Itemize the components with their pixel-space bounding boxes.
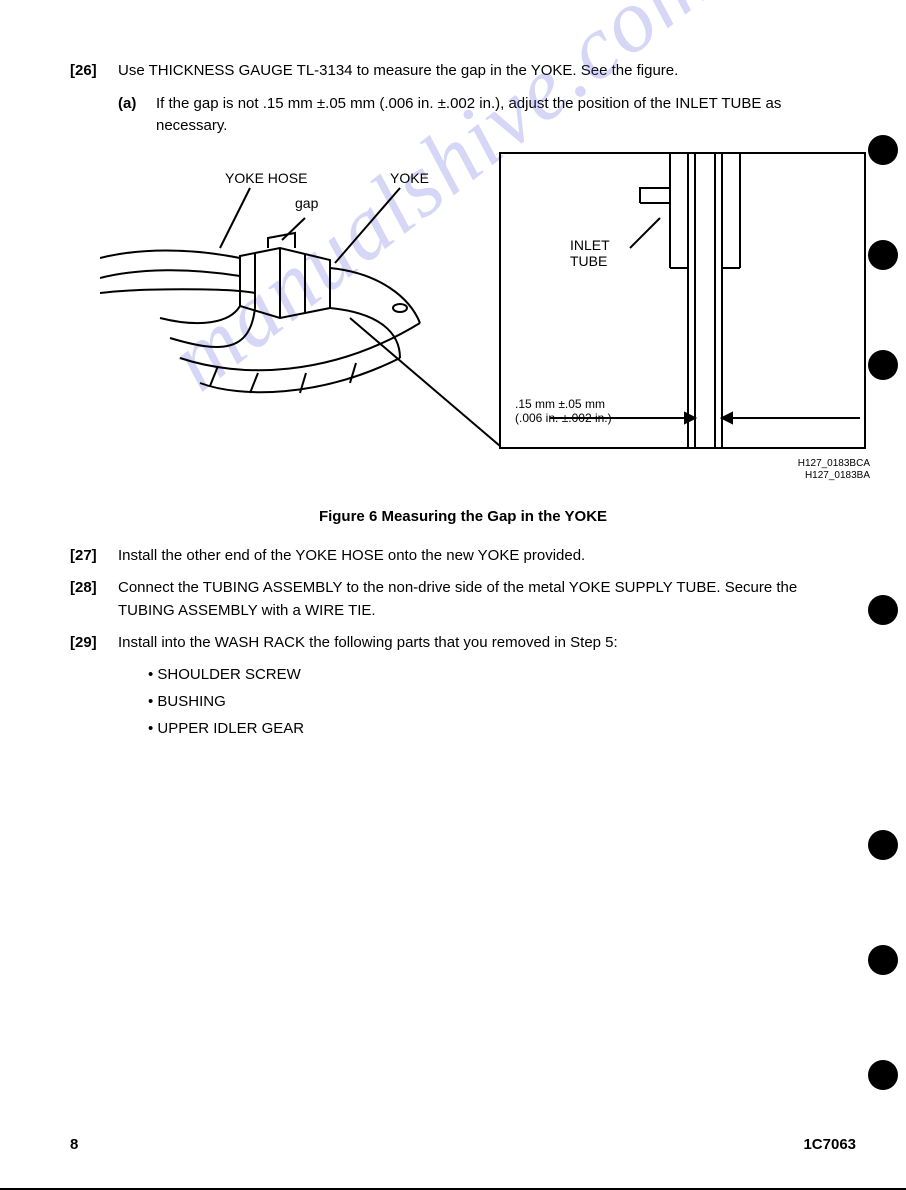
figure-id-1: H127_0183BCA — [798, 458, 870, 470]
page: manualshive.com [26] Use THICKNESS GAUGE… — [0, 0, 906, 1190]
figure-id-2: H127_0183BA — [798, 470, 870, 482]
step-num: [29] — [70, 632, 118, 742]
bullet-item: • BUSHING — [148, 688, 856, 715]
label-yoke-hose: YOKE HOSE — [225, 170, 307, 186]
step-text: Connect the TUBING ASSEMBLY to the non-d… — [118, 577, 856, 622]
bullet-item: • UPPER IDLER GEAR — [148, 715, 856, 742]
bullet-text: SHOULDER SCREW — [157, 666, 300, 683]
step-29: [29] Install into the WASH RACK the foll… — [70, 632, 856, 742]
step-text: Use THICKNESS GAUGE TL-3134 to measure t… — [118, 60, 856, 83]
punch-hole — [868, 945, 898, 975]
bullet-item: • SHOULDER SCREW — [148, 661, 856, 688]
figure-6: INLET TUBE .15 mm ±.05 mm (.006 in. ±.00… — [100, 148, 870, 458]
punch-hole — [868, 240, 898, 270]
bullet-text: UPPER IDLER GEAR — [157, 720, 304, 737]
yoke-drawing — [100, 188, 500, 446]
label-tol-mm: .15 mm ±.05 mm — [515, 397, 605, 411]
step-num: [27] — [70, 545, 118, 568]
step-29-text: Install into the WASH RACK the following… — [118, 634, 618, 651]
figure-svg: INLET TUBE .15 mm ±.05 mm (.006 in. ±.00… — [100, 148, 870, 458]
label-yoke: YOKE — [390, 170, 429, 186]
substep-num: (a) — [118, 93, 156, 138]
figure-caption: Figure 6 Measuring the Gap in the YOKE — [70, 508, 856, 525]
label-gap: gap — [295, 195, 319, 211]
doc-code: 1C7063 — [803, 1136, 856, 1153]
step-num: [26] — [70, 60, 118, 83]
label-inlet-tube: INLET — [570, 237, 610, 253]
substep-text: If the gap is not .15 mm ±.05 mm (.006 i… — [156, 93, 856, 138]
punch-hole — [868, 350, 898, 380]
punch-hole — [868, 830, 898, 860]
bullet-text: BUSHING — [157, 693, 225, 710]
page-number: 8 — [70, 1136, 78, 1153]
bullet-list: • SHOULDER SCREW • BUSHING • UPPER IDLER… — [148, 661, 856, 742]
step-26a: (a) If the gap is not .15 mm ±.05 mm (.0… — [118, 93, 856, 138]
step-num: [28] — [70, 577, 118, 622]
step-28: [28] Connect the TUBING ASSEMBLY to the … — [70, 577, 856, 622]
label-inlet-tube-2: TUBE — [570, 253, 607, 269]
step-text: Install into the WASH RACK the following… — [118, 632, 856, 742]
step-27: [27] Install the other end of the YOKE H… — [70, 545, 856, 568]
punch-hole — [868, 595, 898, 625]
step-text: Install the other end of the YOKE HOSE o… — [118, 545, 856, 568]
punch-hole — [868, 1060, 898, 1090]
label-tol-in: (.006 in. ±.002 in.) — [515, 411, 612, 425]
step-26: [26] Use THICKNESS GAUGE TL-3134 to meas… — [70, 60, 856, 83]
figure-ids: H127_0183BCA H127_0183BA — [798, 458, 870, 482]
punch-hole — [868, 135, 898, 165]
